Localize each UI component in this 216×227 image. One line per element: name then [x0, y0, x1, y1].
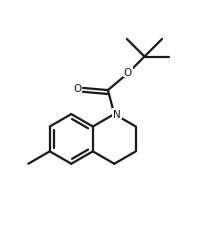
Text: O: O [124, 67, 132, 77]
Text: O: O [73, 84, 81, 94]
Text: N: N [113, 109, 121, 119]
